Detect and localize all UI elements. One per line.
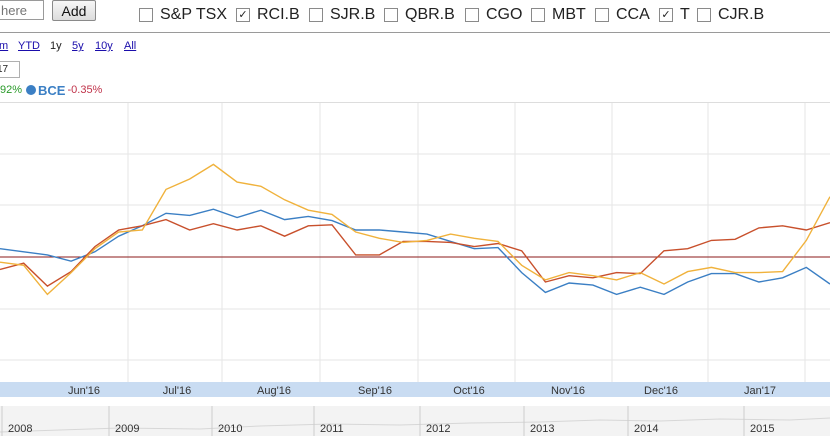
- range-ytd-link[interactable]: YTD: [18, 40, 40, 52]
- bce-dot-icon: [26, 85, 37, 95]
- ticker-mbt[interactable]: MBT: [531, 6, 586, 24]
- checked-checkbox-icon[interactable]: ✓: [659, 8, 673, 22]
- checkbox-icon[interactable]: [531, 8, 545, 22]
- legend: 92% BCE -0.35%: [0, 82, 102, 98]
- add-button[interactable]: Add: [52, 0, 96, 21]
- ticker-label: RCI.B: [257, 6, 300, 23]
- x-tick-label: Sep'16: [358, 385, 392, 397]
- x-tick-label: Dec'16: [644, 385, 678, 397]
- legend-change-positive: 92%: [0, 84, 23, 96]
- checkbox-icon[interactable]: [309, 8, 323, 22]
- toolbar: Add S&P TSX ✓ RCI.B SJR.B QBR.B CGO MBT …: [0, 0, 830, 33]
- range-10y-link[interactable]: 10y: [95, 40, 113, 52]
- navigator-year-label: 2014: [634, 423, 658, 435]
- series-line-0: [0, 208, 830, 296]
- ticker-cjr-b[interactable]: CJR.B: [697, 6, 764, 24]
- checkbox-icon[interactable]: [139, 8, 153, 22]
- ticker-sjr-b[interactable]: SJR.B: [309, 6, 375, 24]
- range-all-link[interactable]: All: [124, 40, 137, 52]
- checked-checkbox-icon[interactable]: ✓: [236, 8, 250, 22]
- ticker-label: T: [680, 6, 690, 23]
- series-layer: [0, 163, 830, 296]
- ticker-rci-b[interactable]: ✓ RCI.B: [236, 6, 300, 24]
- x-tick-label: Nov'16: [551, 385, 585, 397]
- month-labels: Jun'16 Jul'16 Aug'16 Sep'16 Oct'16 Nov'16 Dec'…: [68, 385, 776, 397]
- navigator-year-label: 2012: [426, 423, 450, 435]
- navigator[interactable]: [0, 406, 830, 436]
- x-tick-label: Oct'16: [453, 385, 484, 397]
- time-axis-band: [0, 382, 830, 397]
- ticker-label: CGO: [486, 6, 523, 23]
- ticker-label: S&P TSX: [160, 6, 227, 23]
- navigator-years: 2008 2009 2010 2011 2012 2013 2014 2015: [1, 406, 774, 436]
- ticker-sp-tsx[interactable]: S&P TSX: [139, 6, 227, 24]
- series-line-2: [0, 163, 830, 296]
- navigator-year-label: 2010: [218, 423, 242, 435]
- legend-bce-change: -0.35%: [67, 84, 103, 96]
- ticker-cca[interactable]: CCA: [595, 6, 650, 24]
- ticker-label: CCA: [616, 6, 650, 23]
- range-1y[interactable]: 1y: [50, 40, 62, 52]
- ticker-qbr-b[interactable]: QBR.B: [384, 6, 455, 24]
- navigator-year-label: 2013: [530, 423, 554, 435]
- x-tick-label: Jul'16: [163, 385, 191, 397]
- x-tick-label: Jan'17: [744, 385, 776, 397]
- x-tick-label: Aug'16: [257, 385, 291, 397]
- ticker-cgo[interactable]: CGO: [465, 6, 522, 24]
- stock-chart: Jun'16 Jul'16 Aug'16 Sep'16 Oct'16 Nov'16 Dec'…: [0, 102, 830, 436]
- range-month-link[interactable]: m: [0, 40, 9, 52]
- ticker-label: CJR.B: [718, 6, 765, 23]
- navigator-year-label: 2011: [320, 423, 344, 435]
- navigator-year-label: 2015: [750, 423, 774, 435]
- navigator-year-label: 2008: [8, 423, 32, 435]
- x-tick-label: Jun'16: [68, 385, 100, 397]
- checkbox-icon[interactable]: [595, 8, 609, 22]
- ticker-t[interactable]: ✓ T: [659, 6, 690, 24]
- checkbox-icon[interactable]: [384, 8, 398, 22]
- navigator-year-label: 2009: [115, 423, 139, 435]
- legend-bce-name: BCE: [38, 82, 66, 98]
- navigator-series: [0, 417, 830, 433]
- ticker-label: SJR.B: [330, 6, 376, 23]
- ticker-label: MBT: [552, 6, 586, 23]
- checkbox-icon[interactable]: [697, 8, 711, 22]
- checkbox-icon[interactable]: [465, 8, 479, 22]
- range-5y-link[interactable]: 5y: [72, 40, 84, 52]
- symbol-input[interactable]: [0, 0, 44, 20]
- date-input[interactable]: 17: [0, 61, 20, 78]
- ticker-label: QBR.B: [405, 6, 455, 23]
